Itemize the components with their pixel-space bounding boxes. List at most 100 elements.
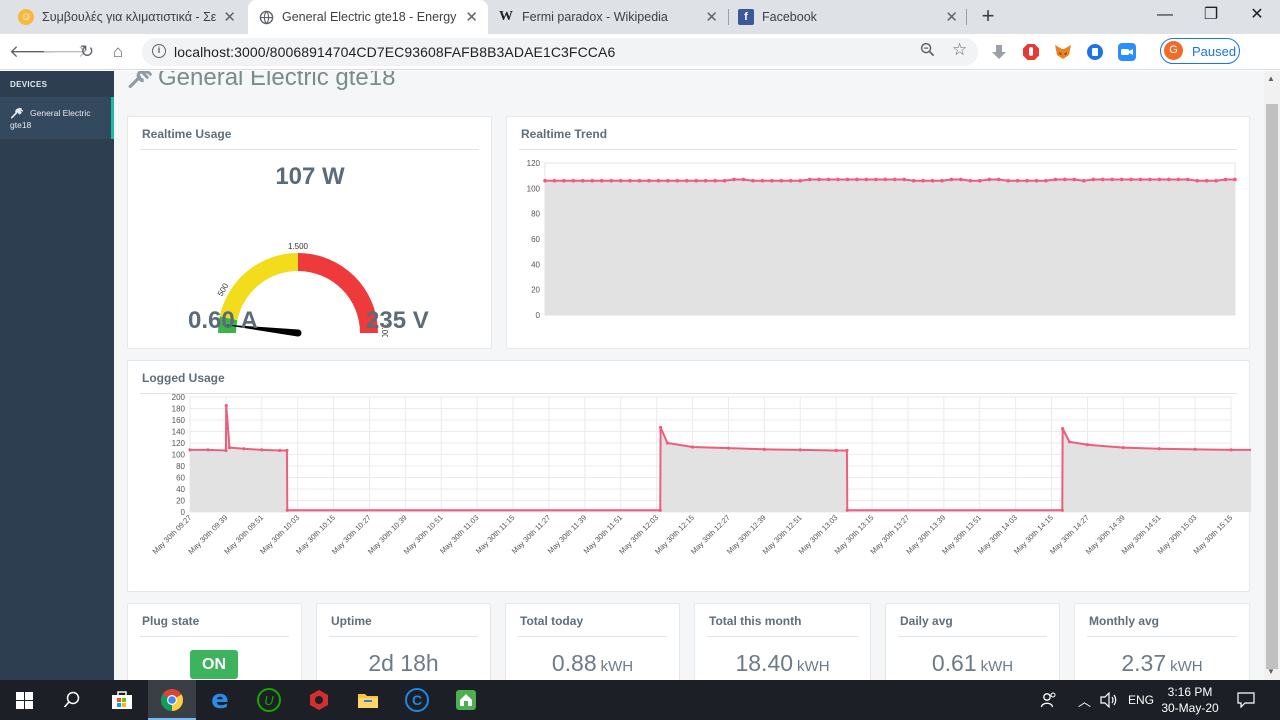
data-point	[762, 447, 766, 451]
gauge-band	[219, 253, 298, 321]
data-point	[741, 177, 746, 182]
ccleaner-icon[interactable]: C	[393, 680, 441, 720]
page-title: General Electric gte18	[158, 71, 396, 91]
plug-icon	[127, 71, 153, 94]
address-bar[interactable]: i localhost:3000/80068914704CD7EC93608FA…	[142, 38, 978, 66]
profile-button[interactable]: G Paused	[1160, 38, 1240, 64]
data-point	[278, 448, 282, 453]
card-divider	[898, 636, 1047, 637]
upwork-icon[interactable]: U	[245, 680, 293, 720]
reload-button[interactable]: ↻	[79, 42, 95, 61]
browser-tab-1[interactable]: ☺ Συμβουλές για κλιματιστικά - Σε ✕	[8, 0, 246, 34]
notifications-icon[interactable]	[1237, 680, 1255, 720]
data-point	[1060, 508, 1064, 512]
data-point	[834, 448, 838, 453]
people-icon[interactable]	[1040, 680, 1058, 720]
zoom-meeting-icon[interactable]	[1118, 43, 1136, 61]
bookmark-star-icon[interactable]: ☆	[952, 40, 968, 59]
data-point	[647, 178, 651, 183]
data-point	[543, 178, 547, 183]
data-point	[930, 178, 935, 183]
sidebar: DEVICES General Electric gte18	[0, 71, 114, 680]
data-point	[770, 178, 774, 183]
close-tab-icon[interactable]: ✕	[465, 9, 478, 26]
page-scrollbar[interactable]: ▲ ▼	[1264, 71, 1280, 680]
close-window-button[interactable]: ✕	[1250, 6, 1264, 23]
speaker-icon[interactable]	[1100, 680, 1118, 720]
card-heading: Uptime	[331, 614, 372, 628]
gauge-tick-label: 3.000	[380, 323, 389, 337]
data-point	[1119, 177, 1124, 182]
system-clock[interactable]: 3:16 PM 30-May-20	[1150, 684, 1230, 716]
chrome-icon[interactable]	[148, 680, 196, 720]
close-tab-icon[interactable]: ✕	[223, 9, 236, 26]
minimize-button[interactable]: —	[1157, 6, 1173, 23]
restore-button[interactable]: ❐	[1203, 6, 1219, 23]
extension-icon[interactable]	[1086, 43, 1104, 61]
y-tick-label: 80	[176, 462, 185, 471]
data-point	[656, 178, 661, 183]
sidebar-section-title: DEVICES	[10, 80, 48, 89]
adblock-extension-icon[interactable]	[1022, 43, 1040, 61]
data-point	[1061, 427, 1065, 431]
data-point	[722, 178, 727, 183]
y-tick-label: 100	[172, 451, 186, 460]
y-tick-label: 40	[531, 260, 540, 269]
back-button[interactable]: 🡐	[9, 42, 55, 61]
browser-tab-4[interactable]: f Facebook ✕	[728, 0, 968, 34]
language-indicator[interactable]: ENG	[1128, 693, 1155, 707]
antivirus-icon[interactable]	[295, 680, 343, 720]
chevron-up-icon[interactable]: ︿	[1078, 693, 1092, 709]
zoom-icon[interactable]	[920, 42, 935, 61]
browser-tab-2[interactable]: General Electric gte18 - Energy M ✕	[248, 0, 488, 34]
data-point	[1195, 178, 1199, 183]
close-tab-icon[interactable]: ✕	[945, 9, 958, 26]
y-tick-label: 40	[176, 485, 185, 494]
volts-readout: 235 V	[366, 307, 429, 334]
data-point	[666, 178, 670, 183]
site-info-icon[interactable]: i	[152, 44, 166, 58]
browser-toolbar: 🡐 🡒 ↻ ⌂ i localhost:3000/80068914704CD7E…	[0, 34, 1280, 95]
y-tick-label: 20	[176, 497, 185, 506]
data-point	[883, 177, 888, 182]
plug-state-toggle[interactable]: ON	[190, 650, 238, 679]
total-month-value: 18.40 kWH	[695, 650, 870, 677]
search-icon[interactable]	[48, 680, 96, 720]
data-point	[1233, 177, 1237, 182]
scrollbar-thumb[interactable]	[1266, 104, 1278, 669]
data-point	[224, 404, 228, 408]
data-point	[1110, 177, 1114, 182]
data-point	[609, 178, 613, 183]
edge-icon[interactable]: e	[211, 685, 229, 715]
data-point	[206, 448, 210, 452]
data-point	[855, 177, 859, 182]
new-tab-button[interactable]: +	[981, 3, 995, 28]
browser-tab-3[interactable]: W Fermi paradox - Wikipedia ✕	[488, 0, 728, 34]
facebook-icon: f	[738, 9, 754, 25]
windows-start-icon[interactable]	[0, 680, 48, 720]
card-divider	[1087, 636, 1237, 637]
data-point	[1085, 443, 1090, 447]
close-tab-icon[interactable]: ✕	[705, 9, 718, 26]
data-point	[1015, 178, 1020, 183]
download-extension-icon[interactable]	[990, 43, 1008, 61]
sidebar-item-device[interactable]: General Electric gte18	[0, 97, 114, 139]
homeapp-icon[interactable]	[442, 680, 490, 720]
metamask-extension-icon[interactable]	[1054, 43, 1072, 61]
url-text[interactable]: localhost:3000/80068914704CD7EC93608FAFB…	[174, 44, 616, 60]
realtime-trend-chart: 0 20 40 60 80 100 120	[527, 159, 1237, 320]
forward-button[interactable]: 🡒	[42, 42, 88, 61]
y-tick-label: 180	[172, 405, 186, 414]
home-button[interactable]: ⌂	[112, 42, 124, 61]
scroll-down-icon[interactable]: ▼	[1267, 667, 1275, 676]
y-tick-label: 160	[172, 416, 186, 425]
scroll-up-icon[interactable]: ▲	[1267, 74, 1275, 83]
gauge-tick-label: 1.500	[288, 242, 309, 251]
total-today-card: Total today 0.88 kWH	[505, 603, 680, 680]
data-point	[902, 177, 906, 182]
store-icon[interactable]	[98, 680, 146, 720]
file-explorer-icon[interactable]	[344, 680, 392, 720]
stat-unit: kWH	[1170, 658, 1203, 675]
data-point	[659, 425, 663, 430]
y-tick-label: 120	[527, 159, 541, 168]
